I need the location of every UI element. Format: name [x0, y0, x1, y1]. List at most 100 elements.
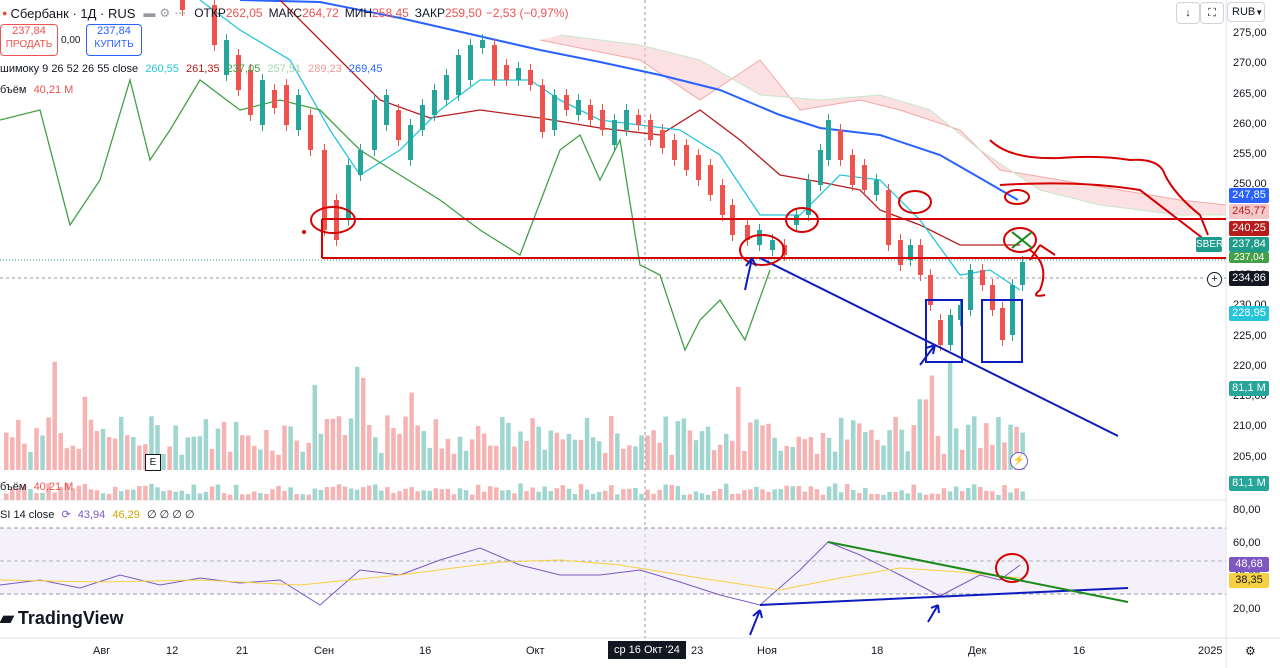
axis-settings-icon[interactable]: ⚙ — [1245, 644, 1256, 658]
spread-value: 0,00 — [61, 35, 81, 46]
candle-body — [1000, 308, 1005, 340]
low-label: МИН — [344, 6, 373, 20]
scroll-down-button[interactable]: ↓ — [1176, 2, 1200, 24]
fullscreen-button[interactable]: ⛶ — [1200, 2, 1224, 24]
circle-4 — [898, 190, 932, 214]
volume-bar-lower — [82, 483, 88, 500]
volume-bar-lower — [312, 488, 318, 500]
volume-bar-lower — [106, 493, 112, 500]
volume-bar-lower — [917, 492, 923, 500]
earnings-event-marker[interactable]: E — [145, 454, 161, 471]
candle-body — [908, 245, 913, 260]
volume-bar — [996, 417, 1001, 470]
tradingview-logo[interactable]: ▰ TradingView — [0, 608, 124, 629]
volume-bar-lower — [276, 485, 281, 500]
volume-legend-2[interactable]: бъём 40,21 M — [0, 481, 73, 493]
volume-bar-lower — [70, 488, 76, 500]
volume-bar — [82, 396, 88, 470]
crosshair-price-tag: 234,86 — [1229, 271, 1269, 286]
currency-select[interactable]: RUB ▼ — [1227, 2, 1265, 22]
time-tick: 18 — [871, 645, 884, 657]
volume-bar — [149, 416, 154, 470]
volume-bar-lower — [512, 493, 517, 500]
candlesticks — [180, 0, 1025, 351]
volume-bar — [965, 424, 971, 470]
candle-body — [408, 125, 413, 160]
volume-bar — [354, 366, 360, 470]
candle-body — [504, 65, 509, 80]
candle-body — [576, 100, 581, 115]
symbol-title[interactable]: Сбербанк · 1Д · RUS — [10, 5, 136, 21]
volume-bar-lower — [790, 486, 795, 500]
volume-bar-lower — [929, 493, 935, 500]
volume-bar-lower — [457, 488, 463, 500]
volume-bar-lower — [64, 483, 69, 500]
lightning-icon[interactable]: ⚡ — [1010, 452, 1028, 470]
volume-bar-lower — [475, 484, 481, 500]
volume-bar-lower — [161, 491, 166, 500]
candle-body — [322, 150, 327, 230]
ichimoku-legend[interactable]: шимоку 9 26 52 26 55 close 260,55 261,35… — [0, 63, 382, 75]
volume-bar-lower — [379, 490, 384, 500]
sell-button[interactable]: 237,84 ПРОДАТЬ — [0, 24, 58, 56]
volume-bar — [239, 435, 245, 470]
volume-bar — [941, 453, 947, 470]
volume-bar — [518, 431, 523, 470]
buy-button[interactable]: 237,84 КУПИТЬ — [86, 24, 142, 56]
circle-3 — [785, 207, 819, 233]
volume-bar — [34, 428, 39, 470]
volume-bar-lower — [131, 489, 136, 500]
volume-bar-lower — [742, 490, 747, 500]
volume-bar-lower — [264, 493, 269, 500]
volume-bar — [131, 436, 136, 470]
price-tick: 220,00 — [1233, 359, 1267, 372]
volume-bar — [542, 449, 547, 470]
volume-bar — [875, 439, 880, 470]
volume-bar — [227, 451, 233, 470]
volume-bar-lower — [149, 483, 154, 500]
volume-bar — [590, 437, 596, 470]
candle-body — [224, 40, 229, 75]
volume-bar — [560, 439, 566, 470]
more-icon[interactable]: ⋯ — [174, 6, 187, 20]
volume-bar-lower — [118, 491, 124, 500]
volume-legend[interactable]: бъём 40,21 M — [0, 84, 73, 96]
settings-icon[interactable]: ⚙ — [159, 6, 171, 20]
volume-bar-lower — [221, 492, 227, 500]
volume-bar-lower — [814, 489, 820, 500]
candle-body — [480, 40, 485, 48]
volume-bar-lower — [506, 490, 511, 500]
volume-bar — [621, 448, 626, 470]
volume-bar — [863, 432, 868, 470]
add-alert-icon[interactable]: + — [1207, 272, 1222, 287]
volume-bar-lower — [112, 486, 118, 500]
volume-bar — [137, 445, 142, 470]
volume-bar — [348, 418, 354, 470]
volume-bar-lower — [40, 492, 45, 500]
time-tick: Дек — [968, 645, 987, 657]
volume-bar — [445, 438, 451, 470]
volume-bar — [22, 443, 27, 470]
candle-body — [684, 145, 689, 170]
volume-bar-lower — [1014, 488, 1019, 500]
volume-bar — [246, 435, 251, 470]
eye-icon[interactable]: ▬ — [143, 6, 156, 20]
volume-bar-lower — [155, 487, 160, 500]
volume-bar — [899, 429, 904, 470]
kijun-price-tag: 240,25 — [1229, 221, 1269, 236]
rsi-legend[interactable]: SI 14 close ⟳ 43,94 46,29 ∅ ∅ ∅ ∅ — [0, 508, 194, 521]
buy-label: КУПИТЬ — [94, 39, 134, 50]
volume-bar — [524, 440, 529, 470]
candle-body — [898, 240, 903, 265]
price-tick: 275,00 — [1233, 27, 1267, 39]
volume2-name: бъём — [0, 481, 27, 493]
volume-bar — [687, 430, 693, 470]
candle-body — [818, 150, 823, 185]
volume-bar — [935, 436, 941, 470]
circle-rsi — [995, 553, 1029, 583]
volume-bar-lower — [978, 486, 983, 500]
volume-bar-lower — [959, 491, 965, 500]
volume-bar-lower — [675, 485, 681, 500]
